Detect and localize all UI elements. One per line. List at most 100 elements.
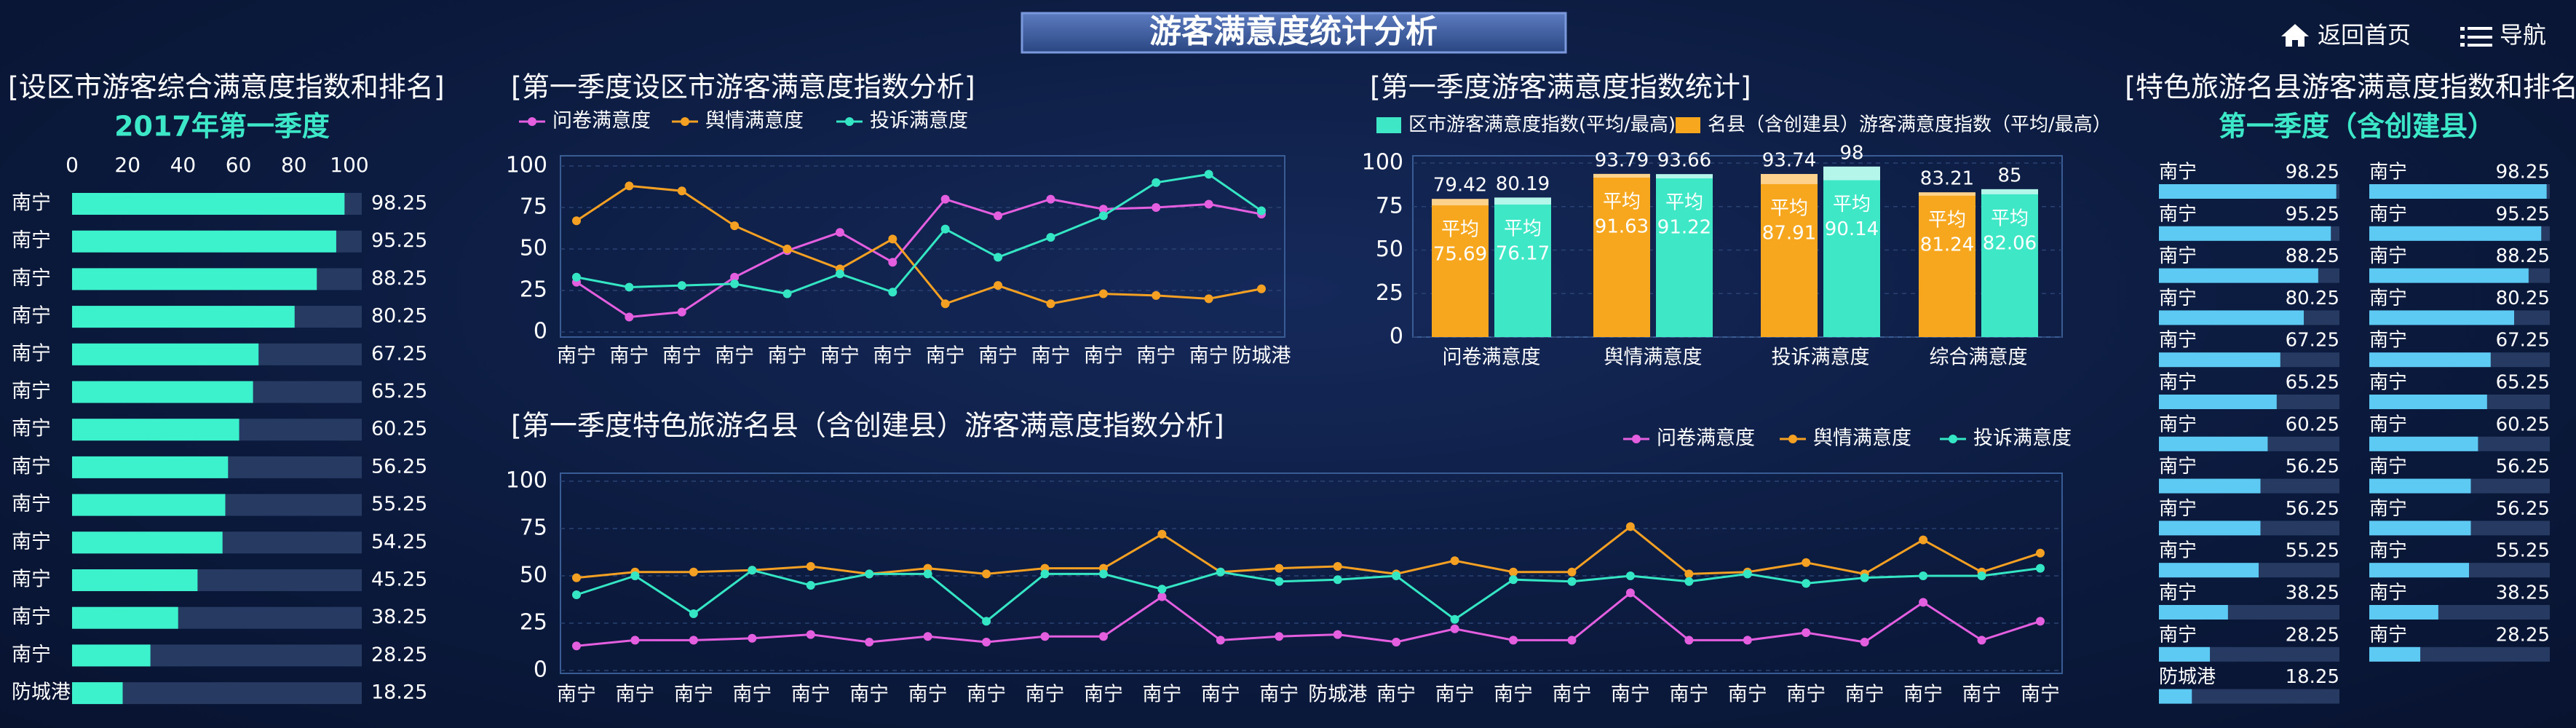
- series-line: [576, 591, 2041, 647]
- y-tick-label: 50: [1376, 237, 1403, 262]
- point: [689, 609, 698, 618]
- point: [1625, 588, 1635, 598]
- nav-menu[interactable]: 导航: [2460, 21, 2546, 49]
- category-label: 南宁: [2369, 624, 2407, 646]
- menu-icon: [2460, 27, 2492, 47]
- x-tick-label: 南宁: [1026, 684, 1065, 706]
- header-box: [1021, 12, 1567, 54]
- max-label: 93.79: [1595, 149, 1649, 171]
- point: [748, 566, 757, 575]
- x-tick-label: 南宁: [732, 684, 772, 706]
- x-tick-label: 100: [330, 153, 368, 177]
- x-tick-label: 南宁: [662, 345, 702, 368]
- max-label: 83.21: [1920, 168, 1974, 190]
- point: [1919, 535, 1928, 545]
- average-caption: 平均: [1665, 191, 1703, 213]
- bar: [2159, 478, 2261, 494]
- bar: [2159, 605, 2228, 620]
- bar: [2369, 395, 2487, 409]
- legend-label: 舆情满意度: [705, 110, 804, 132]
- point: [572, 590, 581, 599]
- category-label: 南宁: [2369, 456, 2407, 478]
- value-label: 55.25: [2286, 540, 2339, 562]
- panel-title: [设区市游客综合满意度指数和排名]: [8, 71, 445, 103]
- x-tick-label: 南宁: [557, 684, 596, 706]
- point: [572, 641, 581, 651]
- average-caption: 平均: [1991, 207, 2029, 229]
- point: [1860, 573, 1869, 582]
- average-caption: 平均: [1928, 209, 1966, 231]
- point: [1098, 289, 1108, 298]
- point: [677, 186, 686, 196]
- category-label: 南宁: [2159, 330, 2197, 352]
- point: [1098, 569, 1108, 579]
- bar: [2159, 436, 2268, 451]
- bar: [2159, 521, 2261, 536]
- bar: [2159, 689, 2192, 704]
- point: [1046, 299, 1055, 309]
- average-caption: 平均: [1833, 194, 1871, 215]
- point: [1802, 628, 1811, 637]
- category-label: 南宁: [2369, 245, 2407, 267]
- point: [994, 211, 1003, 221]
- point: [730, 279, 740, 288]
- point: [982, 617, 991, 626]
- point: [1216, 636, 1225, 645]
- series-line: [576, 184, 1262, 306]
- point: [1802, 579, 1811, 588]
- y-tick-label: 100: [506, 153, 547, 178]
- average-label: 90.14: [1825, 218, 1879, 240]
- category-label: 南宁: [12, 531, 51, 553]
- x-tick-label: 防城港: [1232, 345, 1291, 368]
- point: [994, 281, 1003, 290]
- category-label: 南宁: [12, 192, 51, 215]
- x-tick-label: 南宁: [1376, 684, 1416, 706]
- max-label: 79.42: [1433, 175, 1487, 197]
- x-tick-label: 南宁: [1189, 345, 1229, 368]
- point: [1567, 577, 1577, 586]
- bar: [2369, 184, 2547, 199]
- bar-track: [2159, 689, 2339, 704]
- value-label: 38.25: [371, 606, 427, 628]
- nav-home[interactable]: 返回首页: [2318, 21, 2411, 49]
- x-tick-label: 南宁: [615, 684, 654, 706]
- point: [1157, 585, 1167, 594]
- average-label: 87.91: [1762, 222, 1816, 244]
- legend-label: 名县（含创建县）游客满意度指数（平均/最高）: [1708, 114, 2112, 136]
- legend-dot: [845, 117, 854, 126]
- y-tick-label: 25: [1376, 280, 1403, 306]
- point: [572, 272, 581, 282]
- point: [835, 228, 844, 237]
- legend-swatch: [1376, 117, 1401, 133]
- value-label: 88.25: [2496, 245, 2550, 267]
- x-tick-label: 南宁: [967, 684, 1006, 706]
- category-label: 南宁: [2159, 456, 2197, 478]
- value-label: 28.25: [2286, 624, 2339, 646]
- series-line: [576, 173, 1262, 296]
- category-label: 南宁: [12, 493, 51, 515]
- average-label: 81.24: [1920, 234, 1974, 256]
- bar-average: [1823, 180, 1880, 337]
- home-link[interactable]: 返回首页: [2281, 21, 2411, 49]
- x-tick-label: 南宁: [1142, 684, 1181, 706]
- category-label: 南宁: [2369, 330, 2407, 352]
- legend-label: 问卷满意度: [552, 110, 651, 132]
- point: [689, 567, 698, 577]
- point: [1333, 575, 1342, 585]
- point: [1743, 636, 1752, 645]
- legend-label: 区市游客满意度指数(平均/最高): [1408, 114, 1676, 136]
- category-label: 南宁: [2159, 624, 2197, 646]
- bar: [2369, 352, 2491, 368]
- category-label: 南宁: [2159, 162, 2197, 183]
- x-tick-label: 南宁: [1031, 345, 1070, 368]
- point: [888, 234, 897, 244]
- nav-guide[interactable]: 导航: [2500, 21, 2546, 49]
- point: [1152, 178, 1161, 187]
- plot-frame: [560, 472, 2063, 674]
- panel-title: [第一季度游客满意度指数统计]: [1370, 71, 1751, 103]
- bar: [2159, 184, 2337, 199]
- bar: [72, 306, 295, 328]
- point: [1509, 575, 1518, 585]
